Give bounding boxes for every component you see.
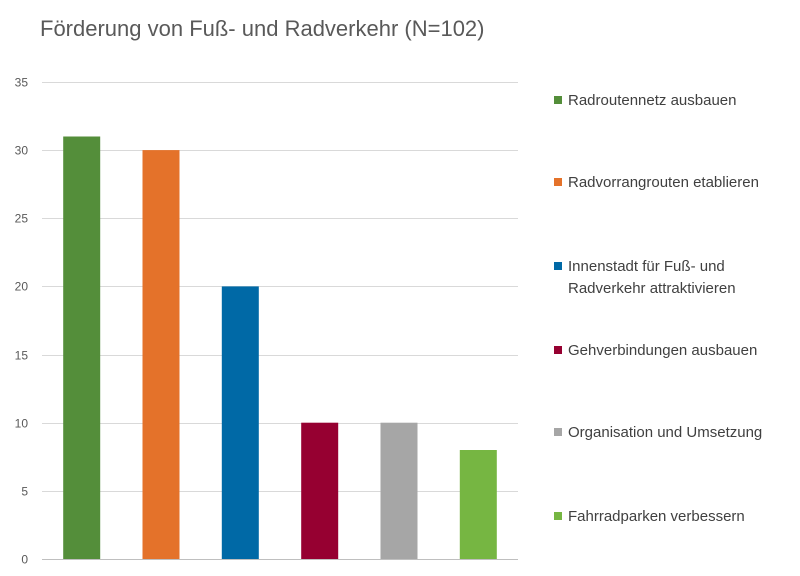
y-tick-label: 5 <box>21 485 28 499</box>
bar <box>142 150 180 559</box>
bar <box>459 450 497 559</box>
y-tick-label: 35 <box>15 76 29 90</box>
bar <box>301 422 339 559</box>
grid-lines <box>42 82 518 560</box>
y-tick-label: 15 <box>15 349 29 363</box>
bar <box>380 422 418 559</box>
y-tick-label: 20 <box>15 280 29 294</box>
y-tick-label: 0 <box>21 553 28 567</box>
y-axis-ticks: 0 5 10 15 20 25 30 35 <box>15 76 29 567</box>
y-tick-label: 30 <box>15 144 29 158</box>
bar <box>221 286 259 559</box>
y-tick-label: 25 <box>15 212 29 226</box>
bars <box>63 136 497 559</box>
y-tick-label: 10 <box>15 417 29 431</box>
chart-title: Förderung von Fuß- und Radverkehr (N=102… <box>40 16 485 41</box>
bar <box>63 136 101 559</box>
